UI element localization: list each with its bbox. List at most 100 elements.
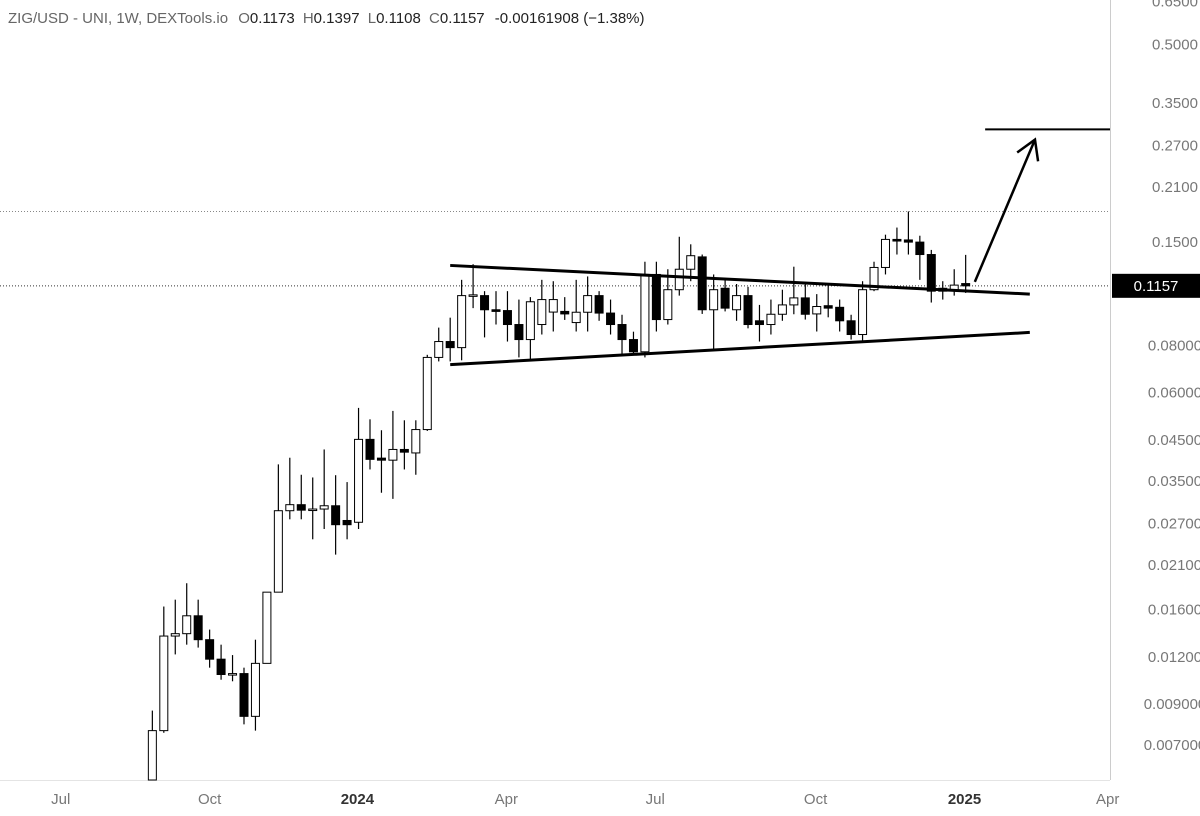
candle-body — [674, 268, 684, 291]
close-label: C — [429, 10, 440, 27]
candle-body — [480, 295, 490, 311]
candle-body — [880, 238, 890, 268]
candle-body — [926, 254, 936, 292]
candle-body — [800, 297, 810, 315]
x-tick-label: Jul — [51, 791, 70, 808]
y-tick-label: 0.01600 — [1148, 602, 1200, 619]
price-label-bg — [1112, 273, 1200, 298]
candle-body — [502, 310, 512, 326]
candle-body — [789, 297, 799, 306]
x-tick-label: Apr — [495, 791, 518, 808]
y-tick-label: 0.3500 — [1152, 95, 1198, 112]
candle-body — [434, 341, 444, 358]
candle-body — [445, 341, 455, 349]
price-label: 0.1157 — [1134, 278, 1179, 295]
y-tick-label: 0.007000 — [1144, 737, 1200, 754]
candle-body — [365, 438, 375, 460]
candle-body — [262, 591, 272, 664]
candle-body — [869, 266, 879, 291]
candle-body — [754, 320, 764, 326]
candle-body — [777, 304, 787, 315]
candle-body — [296, 504, 306, 511]
candle-body — [915, 241, 925, 256]
candle-body — [228, 673, 238, 676]
candle-body — [720, 287, 730, 309]
low-value: 0.1108 — [376, 10, 421, 27]
y-tick-label: 0.08000 — [1148, 337, 1200, 354]
candle-body — [594, 295, 604, 314]
y-tick-label: 0.02100 — [1148, 557, 1200, 574]
candle-body — [308, 508, 318, 512]
candle-body — [697, 256, 707, 311]
candle-body — [273, 510, 283, 593]
candle-body — [766, 313, 776, 326]
y-tick-label: 0.03500 — [1148, 473, 1200, 490]
close-value: 0.1157 — [440, 10, 485, 27]
candle-body — [468, 294, 478, 297]
candle-body — [525, 301, 535, 341]
y-tick-label: 0.1500 — [1152, 234, 1198, 251]
candle-body — [606, 312, 616, 326]
y-tick-label: 0.2700 — [1152, 138, 1198, 155]
low-label: L — [368, 10, 376, 27]
y-tick-label: 0.02700 — [1148, 516, 1200, 533]
candle-body — [193, 615, 203, 641]
candle-body — [491, 309, 501, 312]
candle-body — [743, 295, 753, 326]
candle-body — [411, 429, 421, 454]
high-value: 0.1397 — [314, 10, 360, 27]
candle-body — [342, 519, 352, 526]
candle-body — [858, 289, 868, 336]
candle-body — [835, 306, 845, 322]
y-tick-label: 0.5000 — [1152, 37, 1198, 54]
candle-body — [250, 662, 260, 717]
high-label: H — [303, 10, 314, 27]
candle-body — [457, 295, 467, 349]
x-tick-label: Apr — [1096, 791, 1119, 808]
candle-body — [617, 324, 627, 341]
y-tick-label: 0.06000 — [1148, 385, 1200, 402]
x-tick-label: Oct — [198, 791, 222, 808]
trend-line — [450, 263, 1030, 296]
candle-body — [147, 730, 157, 781]
candle-body — [812, 306, 822, 315]
y-tick-label: 0.01200 — [1148, 649, 1200, 666]
candle-body — [686, 255, 696, 270]
candle-body — [823, 305, 833, 309]
candle-body — [628, 339, 638, 353]
arrow-head — [1016, 137, 1040, 162]
chart-header: ZIG/USD - UNI, 1W, DEXTools.io O0.1173 H… — [8, 10, 645, 27]
candle-body — [354, 438, 364, 523]
x-tick-label: Jul — [646, 791, 665, 808]
candle-body — [961, 283, 971, 287]
candle-body — [846, 320, 856, 336]
candle-body — [319, 505, 329, 510]
y-tick-label: 0.2100 — [1152, 179, 1198, 196]
candle-body — [583, 295, 593, 313]
candle-body — [571, 311, 581, 324]
candle-body — [560, 310, 570, 315]
candle-body — [732, 295, 742, 311]
candle-body — [537, 299, 547, 326]
candle-body — [376, 457, 386, 461]
candle-body — [285, 504, 295, 512]
candle-body — [709, 289, 719, 311]
candle-body — [892, 238, 902, 242]
open-value: 0.1173 — [250, 10, 295, 27]
change: -0.00161908 (−1.38%) — [495, 10, 645, 27]
candle-body — [205, 639, 215, 660]
candle-body — [663, 289, 673, 321]
candle-body — [170, 633, 180, 637]
x-tick-label: 2024 — [341, 791, 375, 808]
candle-body — [399, 448, 409, 453]
trend-line — [450, 330, 1030, 367]
candle-body — [388, 448, 398, 461]
candle-body — [159, 635, 169, 732]
candle-body — [239, 673, 249, 717]
candle-body — [331, 505, 341, 526]
arrow-line — [973, 139, 1037, 283]
